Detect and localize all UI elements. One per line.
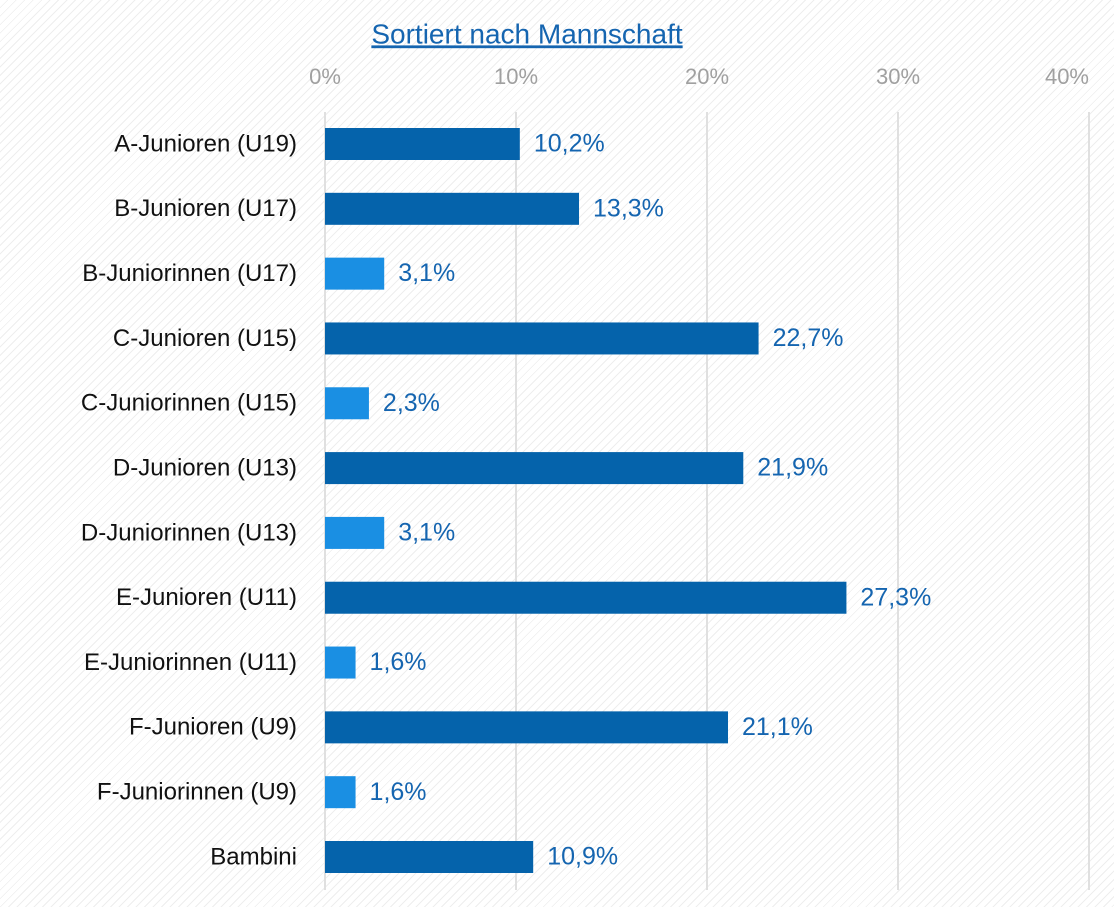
bar [325, 516, 385, 549]
bar [325, 581, 847, 614]
value-label: 21,9% [757, 454, 828, 482]
y-tick-label: B-Junioren (U17) [114, 195, 297, 222]
x-tick-label: 10% [494, 64, 538, 89]
value-label: 27,3% [860, 583, 931, 611]
bar [325, 711, 729, 744]
y-tick-label: C-Juniorinnen (U15) [81, 390, 297, 417]
y-tick-label: A-Junioren (U19) [114, 130, 297, 157]
bar [325, 776, 356, 809]
y-tick-label: E-Junioren (U11) [116, 584, 297, 611]
x-tick-label: 30% [876, 64, 920, 89]
bar [325, 192, 580, 225]
bar [325, 128, 520, 160]
value-label: 10,9% [547, 843, 618, 871]
value-label: 3,1% [398, 519, 455, 547]
bar [325, 322, 759, 355]
y-tick-label: B-Juniorinnen (U17) [82, 260, 297, 287]
x-tick-label: 0% [309, 64, 341, 89]
bar [325, 257, 385, 290]
x-tick-label: 40% [1045, 64, 1089, 89]
bar [325, 841, 534, 873]
y-tick-label: D-Juniorinnen (U13) [81, 519, 297, 546]
value-label: 1,6% [370, 778, 427, 806]
value-label: 13,3% [593, 194, 664, 222]
value-label: 21,1% [742, 713, 813, 741]
y-tick-label: Bambini [210, 843, 297, 870]
y-tick-label: E-Juniorinnen (U11) [84, 649, 297, 676]
bar [325, 452, 744, 485]
value-label: 2,3% [383, 389, 440, 417]
value-label: 1,6% [370, 648, 427, 676]
y-tick-label: F-Junioren (U9) [129, 714, 297, 741]
y-tick-label: D-Junioren (U13) [113, 454, 297, 481]
bar [325, 646, 356, 679]
bar [325, 387, 369, 420]
chart-title: Sortiert nach Mannschaft [371, 18, 682, 49]
value-label: 22,7% [773, 324, 844, 352]
y-tick-label: F-Juniorinnen (U9) [97, 779, 297, 806]
value-label: 10,2% [534, 130, 605, 158]
y-tick-label: C-Junioren (U15) [113, 325, 297, 352]
value-label: 3,1% [398, 259, 455, 287]
x-tick-label: 20% [685, 64, 729, 89]
